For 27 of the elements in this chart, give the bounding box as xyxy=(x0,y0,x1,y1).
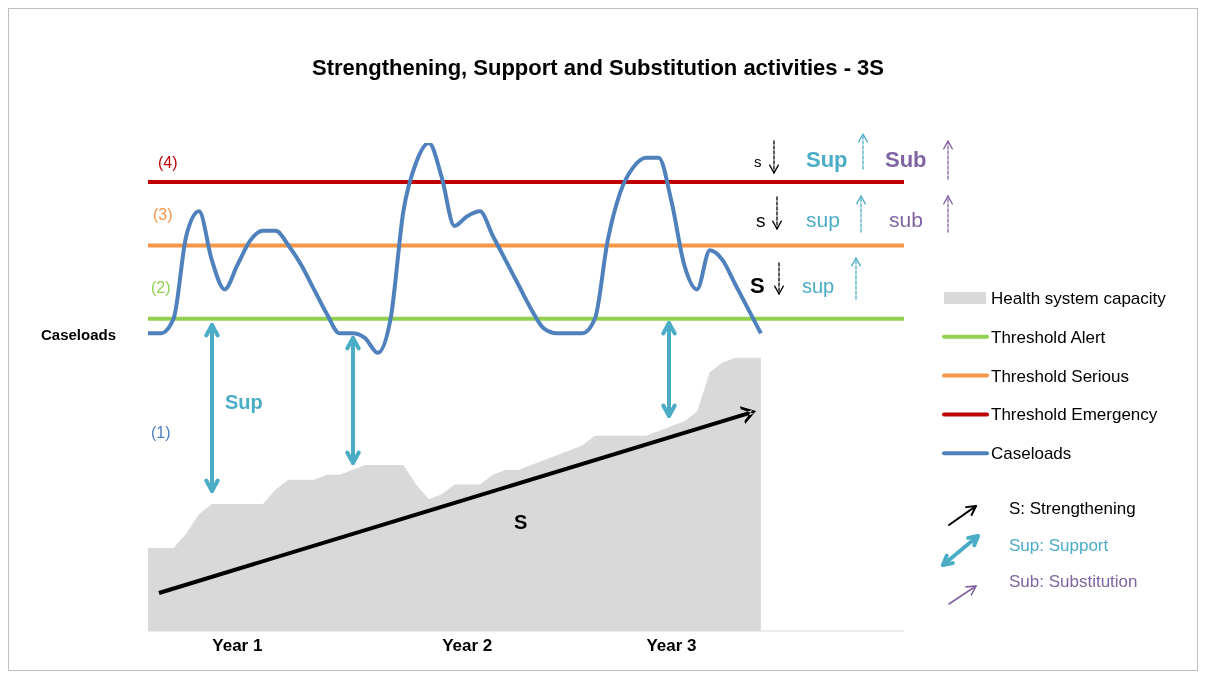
x-tick-label: Year 1 xyxy=(212,636,263,656)
text: Sub: Substitution xyxy=(1009,572,1138,591)
chart-title: Strengthening, Support and Substitution activities - 3S xyxy=(311,55,885,80)
text: sup xyxy=(802,275,835,297)
legend-label: Threshold Emergency xyxy=(991,405,1158,425)
text: S: Strengthening xyxy=(1009,499,1136,518)
annotation: (4) xyxy=(158,154,178,171)
text: Caseloads xyxy=(41,326,117,343)
legend-label: Health system capacity xyxy=(991,289,1167,308)
text: Sub xyxy=(885,147,927,172)
legend-label: Caseloads xyxy=(991,444,1072,464)
text: sub xyxy=(889,208,923,231)
annotation: s xyxy=(754,153,762,170)
legend-label: Threshold Alert xyxy=(991,327,1106,347)
text: Sup: Support xyxy=(1009,536,1109,555)
x-tick-label: Year 2 xyxy=(442,636,493,656)
annotation: (2) xyxy=(151,279,171,296)
text: sup xyxy=(806,208,840,231)
annotation: Sup xyxy=(225,391,263,413)
legend-label: Threshold Serious xyxy=(991,366,1129,386)
annotation: (1) xyxy=(151,424,171,441)
text: Sup xyxy=(806,147,848,172)
annotation: S xyxy=(514,511,528,533)
annotation: S xyxy=(750,273,765,298)
annotation: s xyxy=(756,210,766,231)
x-tick-label: Year 3 xyxy=(646,636,697,656)
annotation: (3) xyxy=(153,206,173,223)
